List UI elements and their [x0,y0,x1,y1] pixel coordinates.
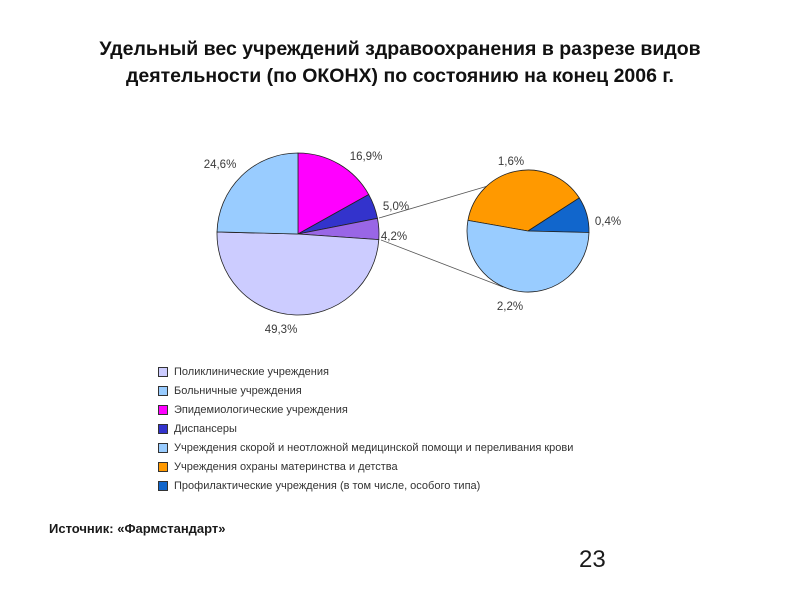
legend-item: Учреждения скорой и неотложной медицинск… [158,442,573,454]
page-number: 23 [579,546,606,573]
legend-item: Больничные учреждения [158,385,573,397]
legend-label: Больничные учреждения [174,385,302,397]
pie-slice [297,152,370,235]
data-label: 4,2% [380,231,408,243]
data-label: 49,3% [264,324,298,336]
legend-label: Учреждения охраны материнства и детства [174,461,398,473]
source-note: Источник: «Фармстандарт» [49,521,226,536]
series-line-upper [378,182,499,219]
legend-item: Учреждения охраны материнства и детства [158,461,573,473]
legend-swatch-icon [158,367,168,377]
data-label: 2,2% [496,301,524,313]
legend-item: Поликлинические учреждения [158,366,573,378]
pie-slice [216,231,380,316]
chart-legend: Поликлинические учреждения Больничные учр… [158,366,573,499]
legend-label: Учреждения скорой и неотложной медицинск… [174,442,574,454]
data-label: 1,6% [497,156,525,168]
main-pie [216,152,380,316]
legend-item: Эпидемиологические учреждения [158,404,573,416]
pie-slice [466,219,590,293]
legend-label: Эпидемиологические учреждения [174,404,348,416]
legend-swatch-icon [158,462,168,472]
data-label: 24,6% [203,159,237,171]
legend-item: Профилактические учреждения (в том числе… [158,480,573,492]
data-label: 0,4% [594,216,622,228]
legend-swatch-icon [158,481,168,491]
page-title: Удельный вес учреждений здравоохранения … [40,36,760,91]
legend-swatch-icon [158,443,168,453]
pie-slice [216,152,299,235]
legend-swatch-icon [158,386,168,396]
title-line-1: Удельный вес учреждений здравоохранения … [99,38,701,60]
secondary-pie [466,169,590,293]
title-line-2: деятельности (по ОКОНХ) по состоянию на … [126,65,674,88]
legend-swatch-icon [158,424,168,434]
data-label: 16,9% [349,151,383,163]
legend-label: Поликлинические учреждения [174,366,329,378]
legend-item: Диспансеры [158,423,573,435]
legend-swatch-icon [158,405,168,415]
legend-label: Диспансеры [174,423,237,435]
series-line-lower [380,239,504,288]
legend-label: Профилактические учреждения (в том числе… [174,480,481,492]
data-label: 5,0% [382,201,410,213]
